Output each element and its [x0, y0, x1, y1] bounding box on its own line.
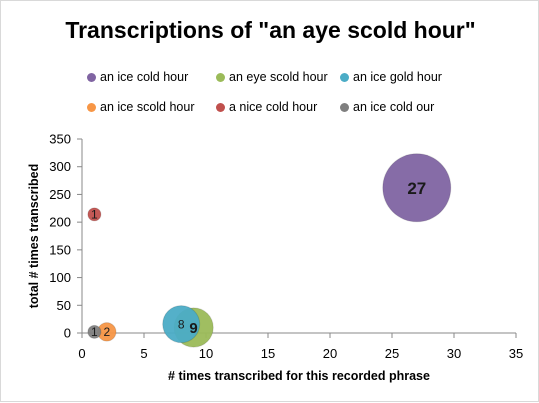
- y-tick-label: 100: [49, 270, 71, 285]
- legend-label: a nice cold hour: [229, 100, 318, 114]
- bubble-data-label: 27: [407, 179, 426, 198]
- x-tick-label: 15: [261, 346, 275, 361]
- legend-marker: [87, 102, 96, 112]
- legend-label: an ice gold hour: [353, 70, 442, 84]
- bubble-data-label: 8: [178, 317, 185, 331]
- bubble-data-label: 1: [91, 208, 98, 222]
- x-tick-label: 20: [323, 346, 337, 361]
- legend-label: an ice cold hour: [100, 70, 189, 84]
- legend-item-an-ice-scold-hour: an ice scold hour: [87, 100, 195, 114]
- x-tick-label: 10: [199, 346, 213, 361]
- bubble-an-ice-cold-hour: [382, 153, 452, 223]
- legend-item-an-ice-gold-hour: an ice gold hour: [340, 70, 442, 84]
- y-tick-label: 0: [64, 326, 71, 341]
- legend-marker: [216, 102, 225, 112]
- bubble-data-label: 1: [91, 325, 98, 339]
- x-tick-label: 25: [385, 346, 399, 361]
- legend-item-an-eye-scold-hour: an eye scold hour: [216, 70, 328, 84]
- x-tick-label: 30: [447, 346, 461, 361]
- bubble-an-ice-cold-our: [87, 324, 102, 339]
- bubble-data-label: 9: [189, 320, 197, 337]
- bubble-an-ice-gold-hour: [162, 305, 201, 344]
- y-tick-label: 250: [49, 187, 71, 202]
- x-tick-label: 35: [509, 346, 523, 361]
- legend-marker: [340, 102, 349, 112]
- bubble-data-label: 2: [103, 325, 110, 339]
- y-tick-label: 200: [49, 215, 71, 230]
- legend-label: an ice cold our: [353, 100, 435, 114]
- x-tick-label: 0: [78, 346, 85, 361]
- legend-label: an ice scold hour: [100, 100, 195, 114]
- x-axis-title: # times transcribed for this recorded ph…: [168, 369, 430, 383]
- chart-title: Transcriptions of "an aye scold hour": [65, 17, 476, 43]
- legend-item-an-ice-cold-hour: an ice cold hour: [87, 70, 188, 84]
- legend-marker: [87, 72, 96, 82]
- legend-marker: [340, 72, 349, 82]
- y-tick-label: 300: [49, 159, 71, 174]
- legend-item-a-nice-cold-hour: a nice cold hour: [216, 100, 317, 114]
- legend-label: an eye scold hour: [229, 70, 328, 84]
- y-tick-label: 50: [57, 298, 71, 313]
- legend-item-an-ice-cold-our: an ice cold our: [340, 100, 434, 114]
- y-axis-title: total # times transcribed: [27, 164, 41, 309]
- y-tick-label: 150: [49, 242, 71, 257]
- y-tick-label: 350: [49, 132, 71, 147]
- legend-marker: [216, 72, 225, 82]
- bubble-a-nice-cold-hour: [87, 207, 102, 222]
- x-tick-label: 5: [140, 346, 147, 361]
